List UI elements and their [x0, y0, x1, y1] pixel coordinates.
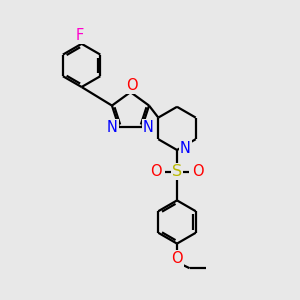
- Text: O: O: [126, 78, 138, 93]
- Text: S: S: [172, 164, 182, 179]
- Text: F: F: [76, 28, 84, 43]
- Text: N: N: [180, 141, 191, 156]
- Text: O: O: [150, 164, 162, 179]
- Text: N: N: [107, 120, 118, 135]
- Text: O: O: [171, 251, 183, 266]
- Text: O: O: [192, 164, 204, 179]
- Text: N: N: [143, 120, 154, 135]
